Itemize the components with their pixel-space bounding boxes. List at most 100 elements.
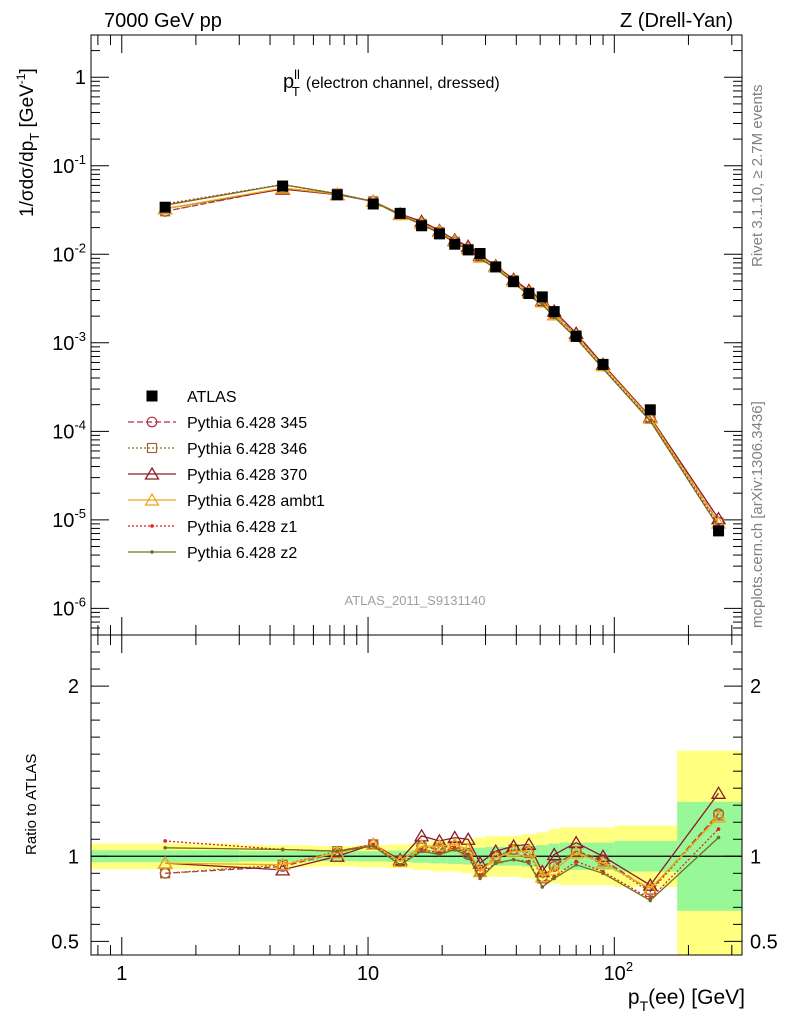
main-point-atlas [548, 306, 560, 318]
main-ytick-label: 10-2 [52, 240, 86, 266]
ratio-point-z2 [478, 876, 482, 881]
main-point-atlas [449, 238, 461, 250]
legend-item: ATLAS [146, 389, 237, 406]
ratio-point-370 [488, 843, 504, 857]
ratio-ytick-label-right: 0.5 [750, 931, 778, 953]
main-point-atlas [416, 220, 428, 232]
ratio-point-z2 [493, 861, 498, 865]
main-point-atlas [508, 276, 520, 288]
legend: ATLAS Pythia 6.428 345 Pythia 6.428 346 Pyt… [128, 389, 325, 562]
ratio-point-346 [645, 886, 656, 898]
ratio-point-z1 [163, 839, 167, 843]
main-ylabel-sub: T [27, 133, 42, 141]
main-point-z2 [648, 419, 653, 424]
ratio-point-z2 [398, 862, 402, 867]
axis-ticks [91, 34, 742, 955]
ratio-point-z2 [163, 845, 167, 850]
ratio-point-z2 [716, 835, 721, 840]
ratio-point-z2 [466, 854, 470, 859]
legend-item: Pythia 6.428 z2 [128, 545, 297, 562]
main-ytick-label: 10-4 [52, 417, 86, 443]
legend-marker [146, 416, 158, 428]
main-ytick-label: 10-1 [52, 152, 86, 178]
main-ylabel-a: 1/σdσ/dp [17, 141, 38, 217]
ratio-point-z2 [540, 885, 545, 889]
xtick-label: 1 [116, 963, 127, 985]
ratio-point-ambt1 [329, 845, 345, 859]
header-process-label: Z (Drell-Yan) [620, 10, 733, 32]
main-ylabel-sup: -1 [14, 73, 28, 84]
legend-item: Pythia 6.428 ambt1 [128, 492, 325, 510]
plot-title-main: p [283, 71, 294, 93]
ratio-point-370 [472, 855, 488, 869]
legend-label: Pythia 6.428 346 [187, 441, 307, 458]
mcplots-label: mcplots.cern.ch [arXiv:1306.3436] [749, 401, 766, 628]
main-series-group [157, 180, 727, 537]
main-ytick-label: 1 [75, 67, 86, 89]
ratio-point-ambt1 [710, 809, 727, 823]
legend-marker [144, 492, 160, 506]
ratio-point-z2 [511, 857, 516, 862]
legend-marker [144, 466, 160, 480]
legend-label: ATLAS [187, 389, 237, 406]
legend-item: Pythia 6.428 z1 [128, 519, 297, 536]
main-point-atlas [523, 288, 535, 300]
ratio-point-ambt1 [157, 855, 173, 869]
legend-marker [146, 390, 158, 402]
ratio-point-z2 [437, 852, 442, 857]
ratio-point-z2 [335, 849, 340, 853]
legend-marker [150, 550, 154, 554]
main-point-atlas [394, 207, 406, 219]
ratio-point-370 [521, 837, 537, 851]
plot-title-sup: ll [294, 67, 300, 82]
main-point-atlas [570, 330, 582, 342]
main-point-atlas [490, 261, 502, 273]
ratio-point-370 [546, 847, 562, 861]
plot-title-rest: (electron channel, dressed) [306, 75, 500, 92]
ratio-point-370 [329, 848, 345, 862]
rivet-label: Rivet 3.1.10, ≥ 2.7M events [749, 85, 766, 268]
ratio-point-ambt1 [521, 843, 537, 857]
ratio-point-z2 [371, 844, 376, 848]
ratio-ytick-label-left: 1 [68, 846, 79, 868]
main-point-atlas [331, 189, 343, 201]
xlabel-rest: (ee) [GeV] [648, 986, 745, 1009]
legend-label: Pythia 6.428 ambt1 [187, 493, 325, 510]
ratio-point-370 [447, 830, 463, 844]
xtick-label: 102 [604, 959, 633, 985]
legend-marker [150, 524, 154, 528]
analysis-id: ATLAS_2011_S9131140 [345, 593, 486, 608]
ratio-point-ambt1 [642, 881, 658, 895]
main-ytick-label: 10-6 [52, 594, 86, 620]
legend-marker [146, 442, 158, 454]
ratio-panel-frame [90, 634, 743, 956]
main-ytick-label: 10-5 [52, 506, 86, 532]
plot-title: pll T (electron channel, dressed) [283, 67, 500, 99]
ratio-ytick-label-left: 2 [68, 676, 79, 698]
main-point-atlas [462, 244, 474, 256]
main-point-atlas [536, 291, 548, 303]
ratio-point-z2 [527, 861, 531, 865]
ratio-ylabel: Ratio to ATLAS [23, 754, 40, 855]
main-point-atlas [597, 358, 609, 370]
main-point-atlas [433, 228, 445, 240]
legend-label: Pythia 6.428 z1 [187, 519, 297, 536]
legend-item: Pythia 6.428 370 [128, 466, 307, 484]
ratio-ytick-label-right: 1 [750, 846, 761, 868]
ratio-ytick-label-left: 0.5 [51, 931, 79, 953]
main-ylabel: 1/σdσ/dpT [GeV-1] [14, 68, 42, 217]
ratio-point-ambt1 [534, 869, 550, 883]
ratio-point-z2 [419, 849, 424, 853]
main-point-atlas [644, 404, 656, 416]
legend-item: Pythia 6.428 345 [128, 415, 307, 432]
legend-label: Pythia 6.428 345 [187, 415, 307, 432]
ratio-point-z2 [574, 862, 578, 867]
xlabel-p: p [628, 986, 640, 1009]
ratio-point-z2 [280, 847, 285, 852]
main-ylabel-b: [GeV [17, 84, 38, 133]
main-point-atlas [713, 525, 725, 537]
ratio-point-370 [710, 786, 727, 799]
ratio-point-z2 [452, 847, 457, 852]
ratio-point-ambt1 [595, 855, 611, 869]
